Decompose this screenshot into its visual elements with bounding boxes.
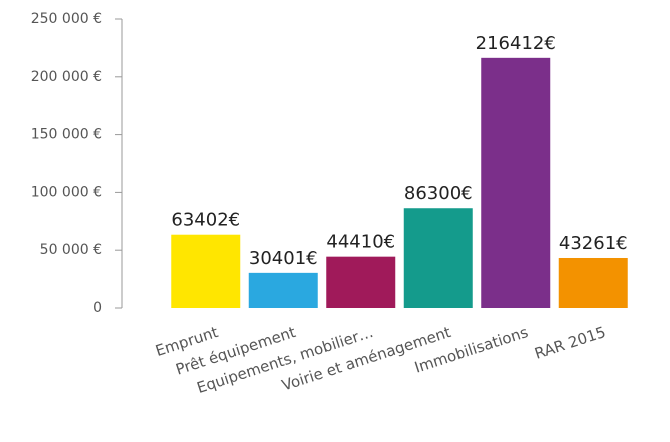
value-label: 86300€ [404, 183, 473, 204]
bar [171, 234, 241, 308]
y-tick-label: 150 000 € [31, 127, 102, 143]
y-tick-label: 100 000 € [31, 184, 102, 200]
y-tick-label: 0 [93, 300, 102, 316]
bar [481, 57, 551, 308]
y-tick-label: 200 000 € [31, 69, 102, 85]
value-label: 63402€ [171, 210, 240, 231]
bar [248, 272, 318, 308]
value-label: 30401€ [249, 248, 318, 269]
bar [558, 257, 628, 308]
value-label: 216412€ [476, 33, 556, 54]
value-label: 43261€ [559, 233, 628, 254]
x-tick-label: RAR 2015 [532, 323, 607, 363]
bar [403, 208, 473, 308]
value-label: 44410€ [326, 232, 395, 253]
y-tick-label: 50 000 € [40, 242, 102, 258]
y-tick-label: 250 000 € [31, 11, 102, 27]
bar [326, 256, 396, 308]
